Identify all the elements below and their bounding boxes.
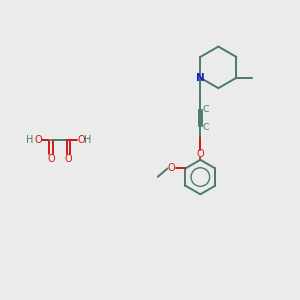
Text: O: O [167,164,175,173]
Text: C: C [203,105,210,114]
Text: H: H [26,135,33,145]
Text: H: H [84,135,91,145]
Text: O: O [196,149,204,160]
Text: O: O [34,135,42,145]
Text: O: O [64,154,72,164]
Text: C: C [203,123,210,132]
Text: N: N [196,73,205,83]
Text: O: O [77,135,85,145]
Text: O: O [47,154,55,164]
